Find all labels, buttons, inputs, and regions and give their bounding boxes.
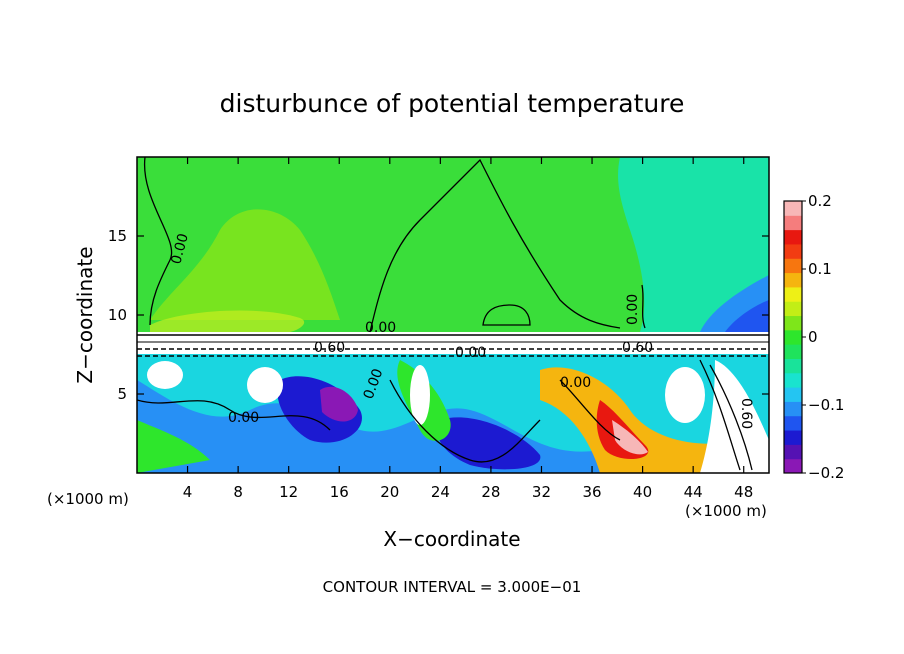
x-unit-right: (×1000 m) (685, 502, 767, 520)
y-ticks: 5 10 15 (108, 227, 769, 403)
x-tick-label: 16 (330, 483, 349, 501)
lower-white-eddy-4 (247, 367, 283, 403)
x-tick-label: 12 (279, 483, 298, 501)
contour-interval-note: CONTOUR INTERVAL = 3.000E−01 (323, 578, 582, 596)
lower-green-region-2 (137, 420, 210, 473)
colorbar-swatch (784, 458, 802, 474)
x-tick-label: 44 (684, 483, 703, 501)
colorbar-tick-label: −0.1 (808, 396, 844, 414)
contour-label: 0.00 (560, 375, 591, 391)
x-tick-label: 20 (380, 483, 399, 501)
x-tick-label: 36 (582, 483, 601, 501)
colorbar-swatch (784, 229, 802, 245)
lower-white-eddy-2 (410, 365, 430, 425)
contour-label: 0.00 (228, 410, 259, 426)
lower-purple-region (320, 386, 358, 422)
upper-cyan-patch (618, 157, 769, 332)
contour-label: 0.00 (365, 320, 396, 336)
colorbar-tick-label: 0.1 (808, 260, 832, 278)
colorbar-tick-label: −0.2 (808, 464, 844, 482)
x-ticks: 4 8 12 16 20 24 28 32 36 40 44 48 (183, 157, 753, 501)
x-tick-label: 48 (734, 483, 753, 501)
y-axis-label: Z−coordinate (73, 246, 97, 383)
lower-pink-region (612, 420, 648, 455)
x-tick-label: 32 (532, 483, 551, 501)
x-tick-label: 28 (481, 483, 500, 501)
colorbar-swatch (784, 258, 802, 274)
contour-label: 0.60 (738, 398, 754, 429)
x-tick-label: 8 (233, 483, 243, 501)
x-tick-label: 4 (183, 483, 193, 501)
lower-warm-region (540, 367, 740, 473)
y-tick-label: 5 (117, 385, 127, 403)
x-tick-label: 40 (633, 483, 652, 501)
colorbar-swatch (784, 430, 802, 445)
colorbar-swatch (784, 401, 802, 417)
contour-labels: 0.00 0.00 0.00 0.00 0.00 0.00 0.00 0.60 … (168, 232, 754, 429)
contour-label: 0.60 (314, 340, 345, 356)
contour-label: 0.00 (168, 232, 192, 266)
y-tick-label: 10 (108, 306, 127, 324)
colorbar-swatch (784, 286, 802, 302)
colorbar-swatch (784, 344, 802, 359)
upper-yellow-patch-2 (150, 310, 305, 332)
x-axis-label: X−coordinate (383, 527, 520, 551)
colorbar-swatch (784, 272, 802, 288)
colorbar-swatch (784, 358, 802, 374)
colorbar-swatch (784, 444, 802, 460)
contour-label: 0.60 (622, 340, 653, 356)
chart-title: disturbunce of potential temperature (220, 89, 685, 118)
colorbar-swatch (784, 215, 802, 231)
colorbar-swatch (784, 329, 802, 345)
colorbar-swatch (784, 243, 802, 259)
colorbar-swatch (784, 315, 802, 331)
colorbar-swatch (784, 372, 802, 388)
upper-blue-patch-2 (725, 300, 769, 332)
colorbar-swatch (784, 387, 802, 402)
upper-yellow-patch (150, 209, 340, 320)
lower-white-eddy-3 (147, 361, 183, 389)
x-tick-label: 24 (431, 483, 450, 501)
colorbar: 0.2 0.1 0 −0.1 −0.2 (783, 192, 844, 482)
colorbar-swatch (784, 301, 802, 317)
contour-label: 0.00 (455, 345, 486, 361)
lower-white-eddy (665, 367, 705, 423)
y-tick-label: 15 (108, 227, 127, 245)
colorbar-tick-label: 0 (808, 328, 818, 346)
contour-lines (137, 157, 769, 471)
colorbar-tick-label: 0.2 (808, 192, 832, 210)
plot-area (137, 157, 769, 473)
lower-darkblue-region-2 (436, 417, 541, 470)
x-unit-left: (×1000 m) (47, 490, 129, 508)
contour-label: 0.00 (625, 294, 641, 325)
colorbar-swatch (784, 201, 802, 216)
colorbar-swatch (784, 415, 802, 431)
